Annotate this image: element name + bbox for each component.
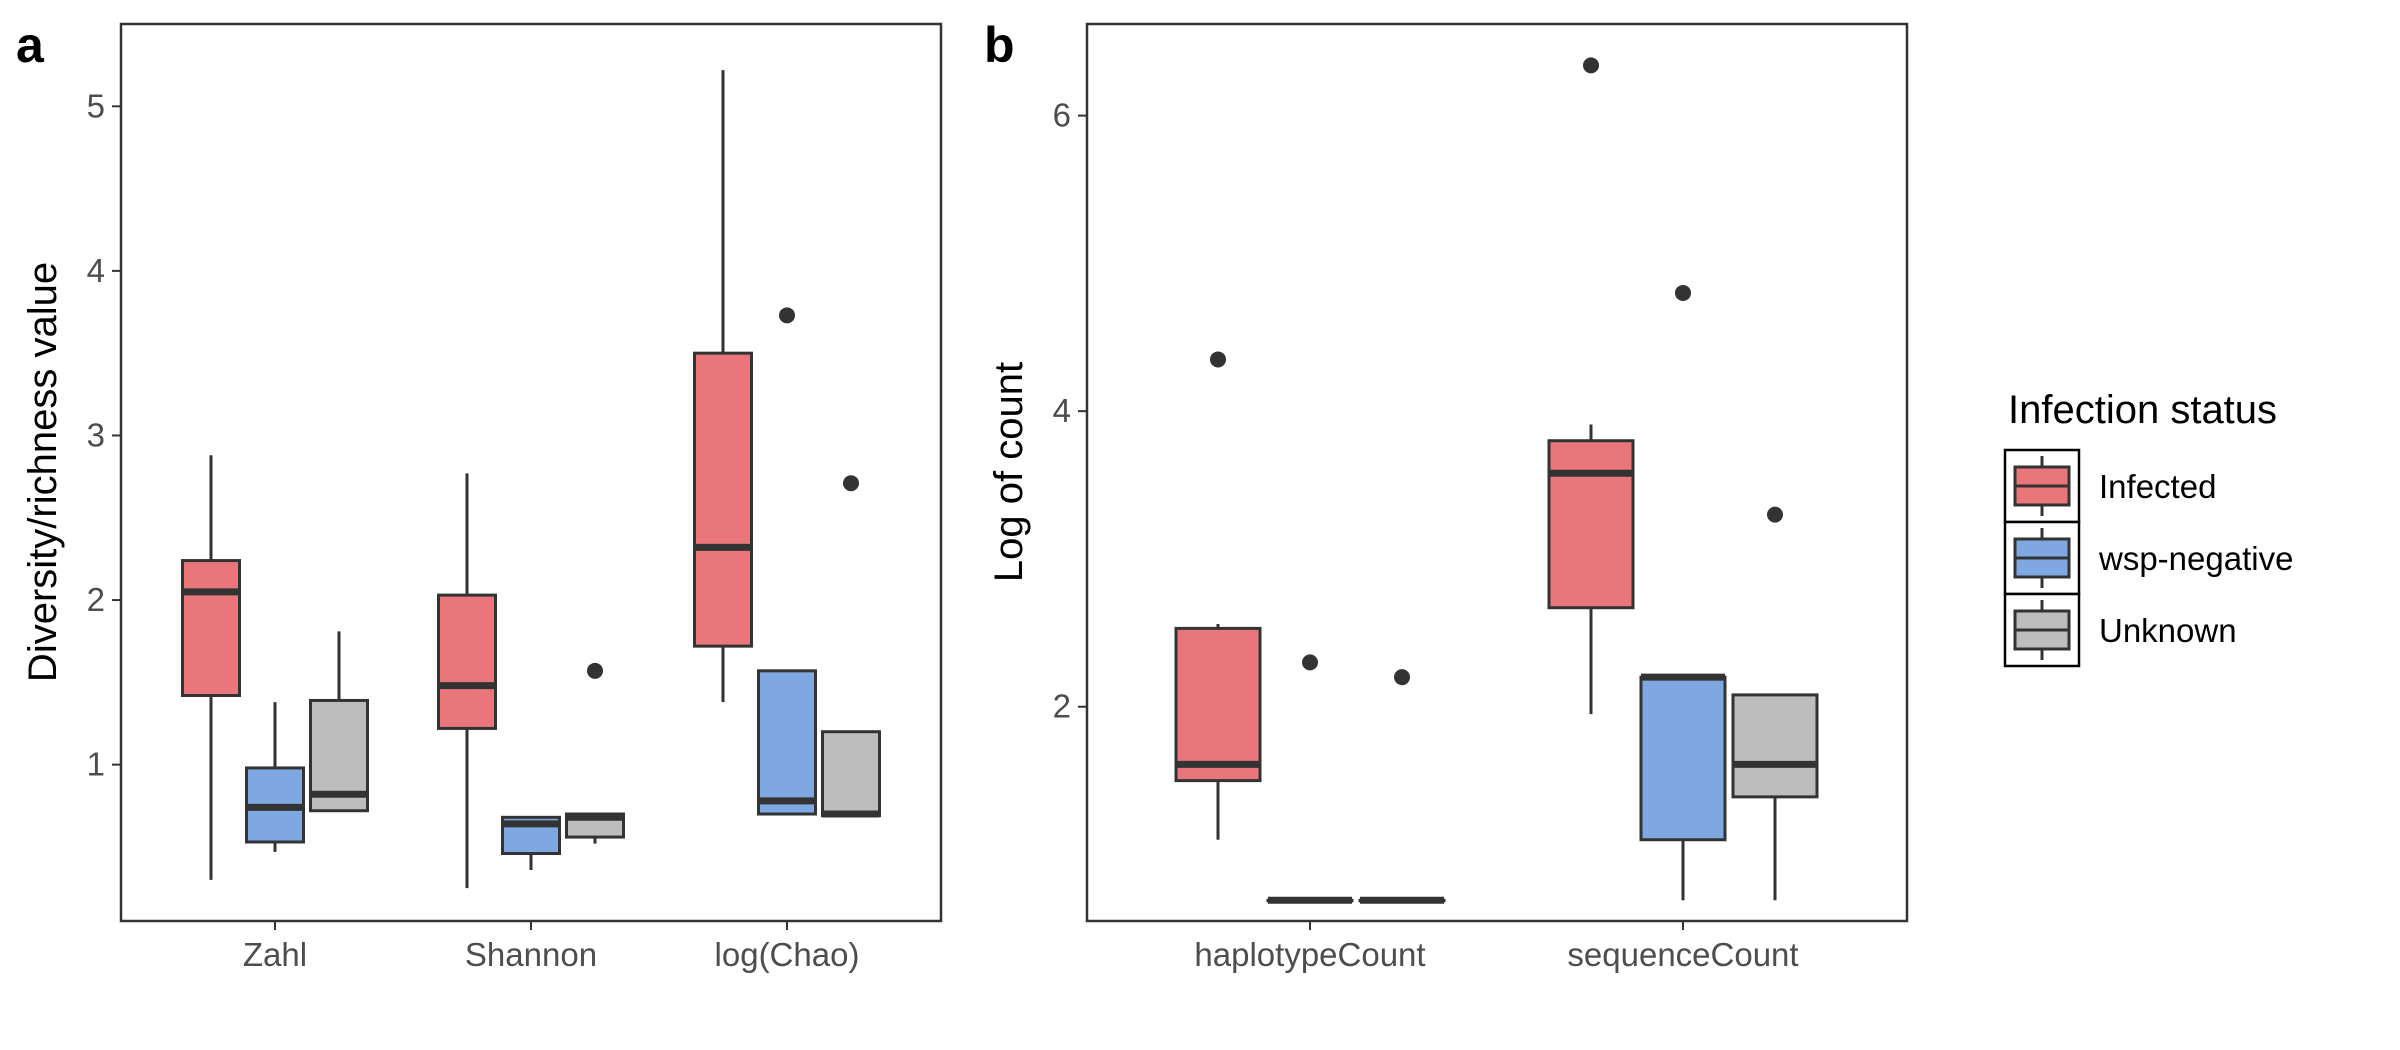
legend-item-label: Unknown <box>2099 612 2237 649</box>
x-tick-label: Shannon <box>465 936 597 973</box>
outlier-point <box>1394 669 1410 686</box>
box-wsp-negative <box>757 307 817 816</box>
outlier-point <box>1302 654 1318 671</box>
panel-a-tag: a <box>16 17 45 73</box>
box-infected <box>437 473 497 889</box>
legend-item-infected: Infected <box>2003 448 2216 524</box>
y-tick-label: 4 <box>87 252 105 289</box>
x-tick-label: log(Chao) <box>715 936 860 973</box>
panel-a-y-axis-title: Diversity/richness value <box>21 262 65 682</box>
box-body <box>1547 439 1635 610</box>
outlier-point <box>1210 351 1226 368</box>
box-body <box>821 730 881 818</box>
box-infected <box>181 455 241 880</box>
panel-border <box>1085 22 1909 923</box>
box-unknown <box>309 631 369 813</box>
box-body <box>181 559 241 698</box>
x-tick-label: haplotypeCount <box>1194 936 1425 973</box>
box-wsp-negative <box>1266 654 1354 904</box>
box-infected <box>1174 351 1262 840</box>
outlier-point <box>1767 506 1783 523</box>
box-body <box>1174 626 1262 783</box>
y-tick-label: 5 <box>87 87 105 124</box>
panel-a: a Diversity/richness value 1 2 3 4 5 Zahl Shan… <box>16 17 943 973</box>
box-wsp-negative <box>245 702 305 852</box>
box-unknown <box>1358 669 1446 904</box>
box-body <box>693 351 753 648</box>
y-tick-label: 2 <box>1053 688 1071 725</box>
box-body <box>1731 693 1819 799</box>
legend-items: Infected wsp-negative Unknown <box>2003 448 2293 668</box>
box-unknown <box>565 662 625 844</box>
panel-background <box>121 24 941 921</box>
y-tick-label: 1 <box>87 746 105 783</box>
box-infected <box>693 70 753 703</box>
box-body <box>757 669 817 816</box>
legend-item-unknown: Unknown <box>2003 592 2237 668</box>
legend-title: Infection status <box>2008 388 2277 432</box>
y-tick-label: 6 <box>1053 97 1071 134</box>
box-body <box>1639 675 1727 842</box>
outlier-point <box>779 307 795 324</box>
x-tick-label: Zahl <box>243 936 307 973</box>
legend: Infection status Infected wsp-negative Unk… <box>2003 388 2293 668</box>
panel-a-plot-area: 1 2 3 4 5 Zahl Shannon log(Chao) <box>87 22 943 973</box>
outlier-point <box>1675 284 1691 301</box>
box-body <box>437 593 497 730</box>
legend-item-label: wsp-negative <box>2098 540 2293 577</box>
outlier-point <box>587 662 603 679</box>
legend-item-wsp-negative: wsp-negative <box>2003 520 2293 596</box>
panel-b-plot-area: 2 4 6 haplotypeCount sequenceCount <box>1053 22 1909 973</box>
panel-b-y-axis-title: Log of count <box>987 362 1031 582</box>
box-unknown <box>1731 506 1819 901</box>
y-tick-label: 3 <box>87 416 105 453</box>
box-wsp-negative <box>501 815 561 870</box>
panel-b: b Log of count 2 4 6 haplotypeCount sequence… <box>984 17 1909 973</box>
y-tick-label: 4 <box>1053 392 1071 429</box>
y-tick-label: 2 <box>87 581 105 618</box>
box-infected <box>1547 57 1635 715</box>
outlier-point <box>1583 57 1599 74</box>
legend-item-label: Infected <box>2099 468 2216 505</box>
box-wsp-negative <box>1639 284 1727 901</box>
panel-b-tag: b <box>984 17 1015 73</box>
box-unknown <box>821 475 881 818</box>
x-tick-label: sequenceCount <box>1567 936 1798 973</box>
panel-border <box>119 22 943 923</box>
outlier-point <box>843 475 859 492</box>
